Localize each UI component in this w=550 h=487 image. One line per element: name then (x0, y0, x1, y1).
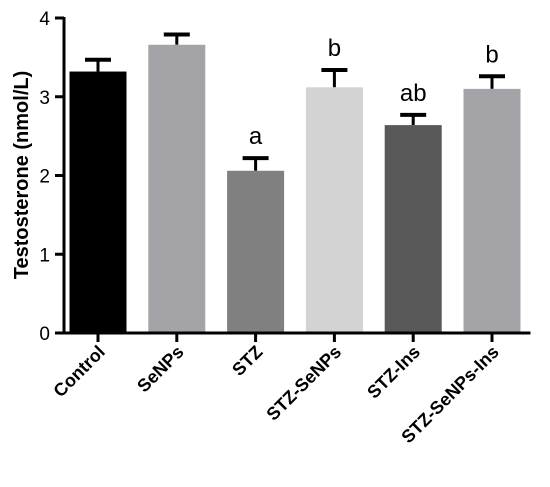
significance-label: b (328, 35, 341, 62)
significance-label: a (249, 123, 263, 150)
y-tick-label: 0 (39, 324, 50, 345)
significance-label: b (485, 41, 498, 68)
bar (148, 44, 206, 334)
bar (227, 170, 285, 333)
category-label: STZ-Ins (363, 342, 424, 403)
category-label: Control (49, 342, 108, 401)
bar (384, 125, 442, 333)
bar (305, 87, 363, 333)
bar (69, 71, 127, 334)
category-label: STZ (228, 342, 266, 380)
y-tick-label: 1 (39, 245, 50, 266)
category-label: SeNPs (133, 342, 187, 396)
y-tick-label: 4 (39, 9, 50, 30)
axes-layer (55, 16, 531, 342)
significance-label: ab (400, 80, 427, 107)
bars-layer (69, 32, 521, 334)
y-axis-title: Testosterone (nmol/L) (11, 71, 33, 280)
bar (463, 88, 521, 333)
y-tick-label: 2 (39, 167, 50, 188)
y-tick-label: 3 (39, 88, 50, 109)
category-label: STZ-SeNPs (262, 342, 345, 425)
